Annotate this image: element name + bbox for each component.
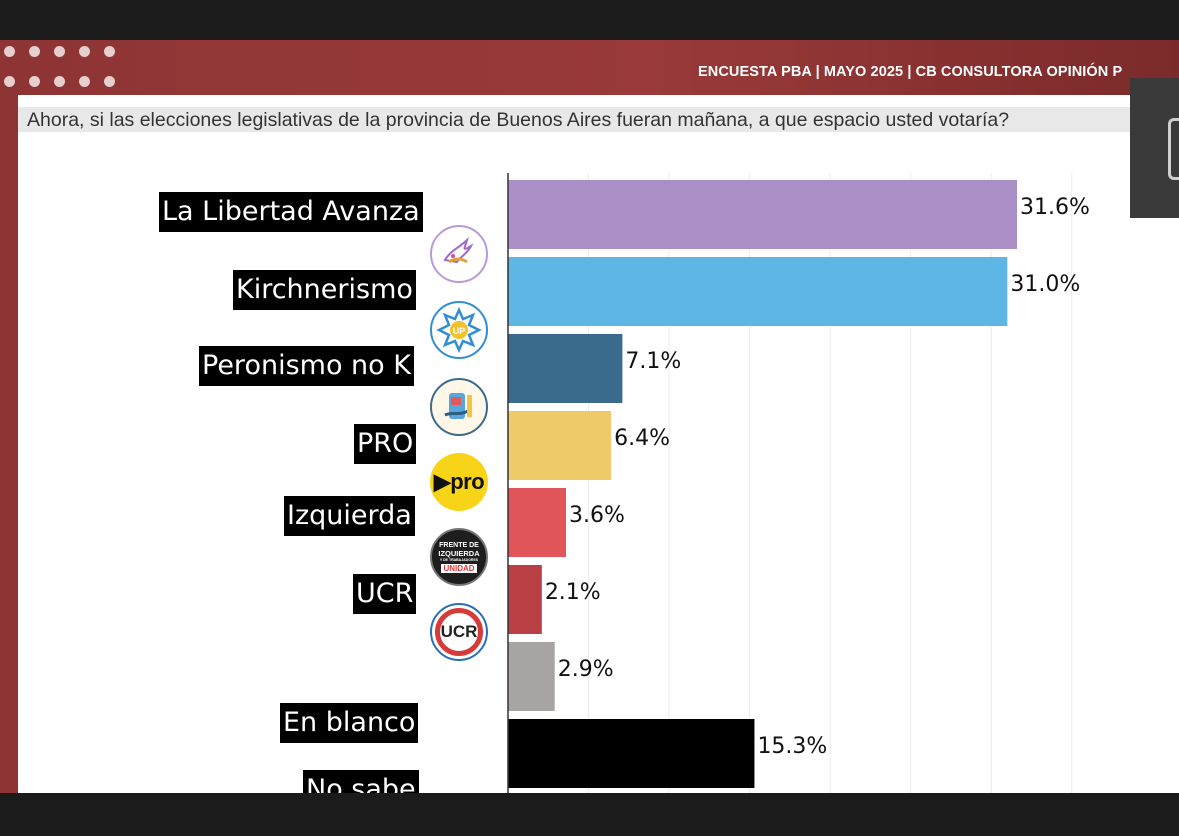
category-label-izquierda: Izquierda bbox=[284, 496, 415, 536]
video-overlay-panel bbox=[1130, 78, 1179, 218]
slide: ENCUESTA PBA | MAYO 2025 | CB CONSULTORA… bbox=[0, 40, 1179, 793]
category-label-lla: La Libertad Avanza bbox=[159, 192, 423, 232]
bar-value-label-6: 2.9% bbox=[558, 657, 614, 682]
decorative-dots bbox=[4, 46, 124, 92]
pro-logo-icon: ▶pro bbox=[430, 453, 488, 511]
izquierda-logo-line1: FRENTE DE bbox=[439, 541, 479, 549]
bar-1 bbox=[508, 257, 1008, 326]
ucr-logo-text: UCR bbox=[440, 622, 478, 641]
category-label-en-blanco: En blanco bbox=[280, 703, 419, 743]
libertad-avanza-logo-icon bbox=[430, 225, 488, 283]
bar-chart: 31.6% 31.0% 7.1% 6.4% 3.6% 2.1% 2.9% 15.3% bbox=[507, 173, 1090, 793]
category-label-pro: PRO bbox=[354, 424, 417, 464]
izquierda-logo-line3: Y DE TRABAJADORES bbox=[439, 557, 479, 562]
up-logo-text: UP bbox=[453, 326, 466, 336]
bar-value-label-0: 31.6% bbox=[1020, 195, 1090, 220]
bar-4 bbox=[508, 488, 566, 557]
izquierda-logo-line4: UNIDAD bbox=[441, 563, 477, 573]
bar-value-label-4: 3.6% bbox=[569, 503, 625, 528]
header-title: ENCUESTA PBA | MAYO 2025 | CB CONSULTORA… bbox=[698, 64, 1123, 80]
bar-5 bbox=[508, 565, 542, 634]
bar-2 bbox=[508, 334, 623, 403]
question-strip bbox=[18, 107, 1158, 132]
top-letterbox bbox=[0, 0, 1179, 40]
chart-panel: Ahora, si las elecciones legislativas de… bbox=[18, 95, 1179, 793]
bar-value-label-3: 6.4% bbox=[614, 426, 670, 451]
category-label-kirchnerismo: Kirchnerismo bbox=[233, 270, 416, 310]
bottom-letterbox bbox=[0, 793, 1179, 836]
izquierda-logo-line2: IZQUIERDA bbox=[438, 548, 480, 558]
bar-6 bbox=[508, 642, 555, 711]
bar-0 bbox=[508, 180, 1017, 249]
category-label-peronismo-no-k: Peronismo no K bbox=[199, 346, 414, 386]
survey-question: Ahora, si las elecciones legislativas de… bbox=[27, 109, 1010, 131]
frente-izquierda-logo-icon: FRENTE DE IZQUIERDA Y DE TRABAJADORES UN… bbox=[430, 528, 488, 586]
pro-logo-text: pro bbox=[450, 469, 485, 494]
bar-value-label-7: 15.3% bbox=[757, 734, 827, 759]
overlay-glyph-icon bbox=[1168, 118, 1179, 180]
bar-value-label-2: 7.1% bbox=[625, 349, 681, 374]
bar-value-label-1: 31.0% bbox=[1010, 272, 1080, 297]
ucr-logo-icon: UCR bbox=[430, 603, 488, 661]
peronismo-no-k-logo-icon bbox=[430, 378, 488, 436]
category-label-ucr: UCR bbox=[353, 574, 417, 614]
bar-7 bbox=[508, 719, 755, 788]
bar-value-label-5: 2.1% bbox=[545, 580, 601, 605]
bar-3 bbox=[508, 411, 612, 480]
category-label-no-sabe: No sabe bbox=[303, 770, 419, 793]
union-por-la-patria-logo-icon: UP bbox=[430, 301, 488, 359]
